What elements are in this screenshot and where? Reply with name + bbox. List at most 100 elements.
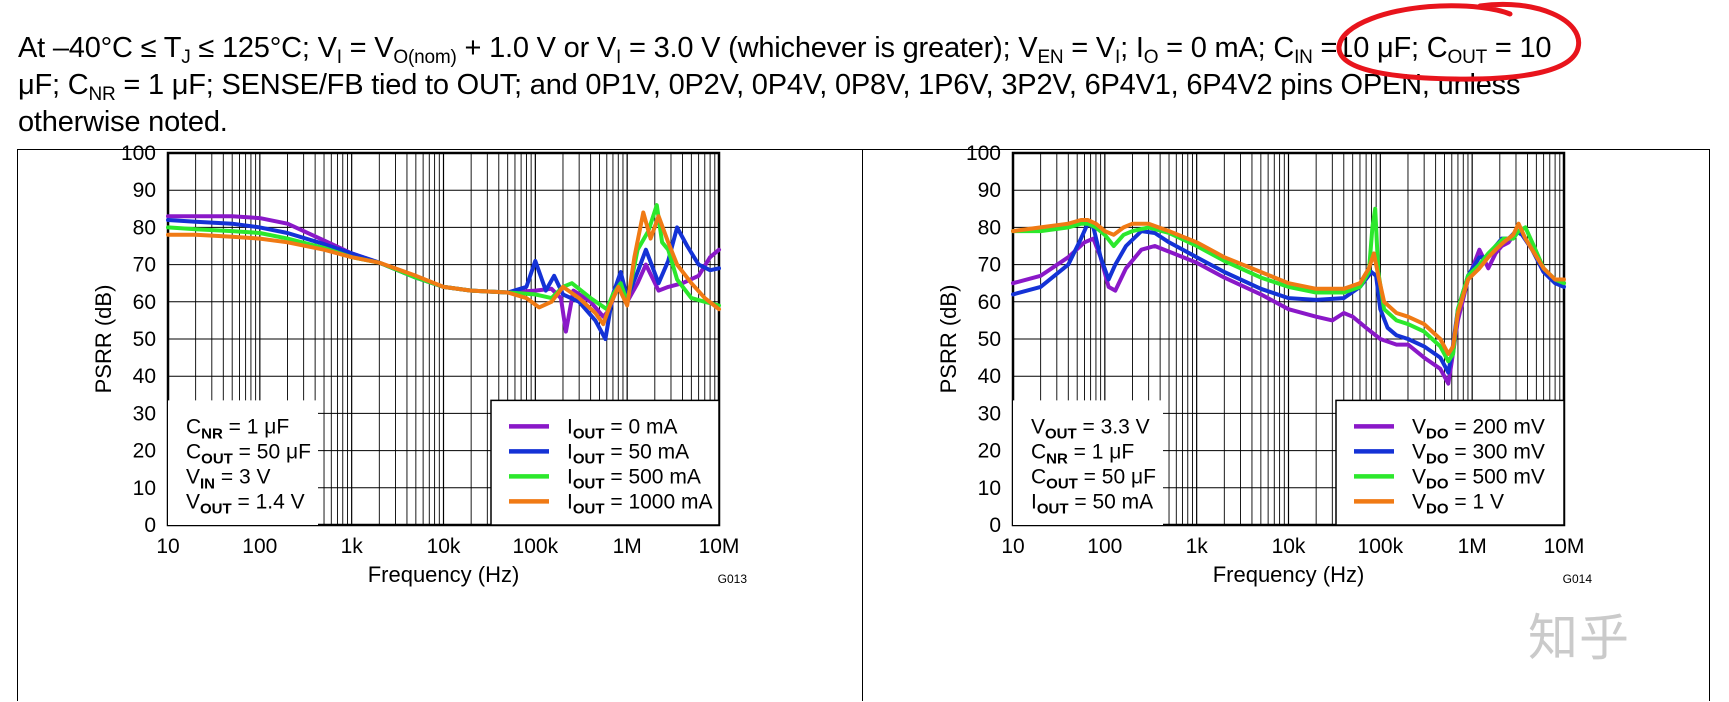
text-part: I	[1031, 490, 1037, 513]
text-part: C	[1031, 440, 1046, 463]
text-subscript: OUT	[201, 450, 233, 467]
plot-border	[166, 151, 721, 527]
figure-code: G013	[718, 572, 748, 586]
text-part: = 500 mV	[1449, 465, 1545, 488]
legend-label: VDO = 500 mV	[1412, 465, 1545, 492]
condition-label: IOUT = 50 mA	[1031, 490, 1153, 517]
text-subscript: OUT	[573, 475, 605, 492]
y-tick-label: 10	[133, 477, 156, 500]
condition-label: COUT = 50 μF	[186, 440, 311, 467]
legend-label: VDO = 200 mV	[1412, 415, 1545, 442]
y-tick-label: 0	[989, 514, 1001, 537]
x-tick-label: 10k	[1272, 535, 1306, 558]
series-line	[166, 214, 721, 334]
chart-frame-right: 0 10 20 30 40 50 60 70 80 90 100 10 100 1k 10k 100k 1M 10…	[862, 142, 1710, 701]
series-line	[166, 203, 721, 312]
x-tick-label: 100	[1087, 535, 1122, 558]
text-part: = 1 V	[1449, 490, 1504, 513]
text-part: I	[567, 440, 573, 463]
condition-label: VOUT = 3.3 V	[1031, 415, 1150, 442]
y-tick-label: 30	[978, 402, 1001, 425]
text-part: = 50 mA	[605, 440, 690, 463]
text-part: = 3.3 V	[1077, 415, 1150, 438]
x-axis-label: Frequency (Hz)	[1213, 562, 1365, 587]
text-part: V	[1412, 440, 1426, 463]
series-line	[1011, 206, 1566, 364]
condition-label: COUT = 50 μF	[1031, 465, 1156, 492]
text-subscript: IN	[200, 475, 215, 492]
series-line	[166, 218, 721, 341]
y-tick-label: 100	[121, 142, 156, 165]
y-tick-label: 70	[978, 254, 1001, 277]
x-tick-label: 1k	[1186, 535, 1209, 558]
legend-box	[490, 399, 720, 526]
conditions-background	[168, 400, 318, 525]
condition-label: VOUT = 1.4 V	[186, 490, 305, 517]
text-part: V	[1031, 415, 1045, 438]
text-subscript: NR	[201, 425, 223, 442]
text-part: = 1 μF	[223, 415, 289, 438]
x-tick-label: 1M	[613, 535, 642, 558]
text-subscript: OUT	[200, 500, 232, 517]
legend-label: IOUT = 0 mA	[567, 415, 677, 442]
series-lines	[1011, 206, 1566, 386]
text-subscript: NR	[1046, 450, 1068, 467]
text-subscript: OUT	[573, 425, 605, 442]
plot-border	[1011, 151, 1566, 527]
test-conditions-text: At –40°C ≤ TJ ≤ 125°C; VI = VO(nom) + 1.…	[18, 30, 1718, 141]
y-axis-label: PSRR (dB)	[936, 285, 961, 394]
text-part: = 1 μF	[1068, 440, 1134, 463]
series-line	[166, 210, 721, 327]
y-tick-label: 80	[978, 216, 1001, 239]
y-tick-label: 70	[133, 254, 156, 277]
text-subscript: DO	[1426, 500, 1449, 517]
text-subscript: OUT	[1037, 500, 1069, 517]
condition-label: VIN = 3 V	[186, 465, 270, 492]
x-tick-label: 1M	[1458, 535, 1487, 558]
text-part: I	[567, 415, 573, 438]
text-part: = 1000 mA	[605, 490, 713, 513]
text-subscript: OUT	[573, 500, 605, 517]
y-tick-label: 90	[978, 179, 1001, 202]
text-part: C	[186, 415, 201, 438]
text-part: = 300 mV	[1449, 440, 1545, 463]
text-part: C	[1031, 465, 1046, 488]
zhihu-watermark: 知乎	[1528, 609, 1630, 667]
legend-label: VDO = 300 mV	[1412, 440, 1545, 467]
y-axis-label: PSRR (dB)	[91, 285, 116, 394]
y-tick-label: 60	[978, 291, 1001, 314]
condition-label: CNR = 1 μF	[186, 415, 289, 442]
text-part: V	[1412, 490, 1426, 513]
y-tick-label: 20	[133, 440, 156, 463]
condition-label: CNR = 1 μF	[1031, 440, 1134, 467]
text-part: = 50 mA	[1069, 490, 1154, 513]
y-tick-label: 50	[133, 328, 156, 351]
series-lines	[166, 203, 721, 341]
x-tick-label: 1k	[341, 535, 364, 558]
y-tick-label: 20	[978, 440, 1001, 463]
text-part: V	[186, 465, 200, 488]
y-tick-label: 0	[144, 514, 156, 537]
x-tick-label: 10M	[699, 535, 740, 558]
text-part: = 500 mA	[605, 465, 701, 488]
text-part: V	[1412, 465, 1426, 488]
legend-label: IOUT = 1000 mA	[567, 490, 713, 517]
header-line-2: μF; CNR = 1 μF; SENSE/FB tied to OUT; an…	[18, 69, 1521, 105]
x-tick-label: 100k	[1358, 535, 1404, 558]
text-part: = 1.4 V	[232, 490, 305, 513]
y-tick-label: 40	[133, 365, 156, 388]
series-line	[1011, 218, 1566, 356]
header-line-1: At –40°C ≤ TJ ≤ 125°C; VI = VO(nom) + 1.…	[18, 32, 1552, 68]
text-part: I	[567, 490, 573, 513]
x-tick-label: 10k	[427, 535, 461, 558]
legend-label: IOUT = 500 mA	[567, 465, 701, 492]
y-tick-label: 100	[966, 142, 1001, 165]
text-part: = 50 μF	[233, 440, 311, 463]
header-line-3: otherwise noted.	[18, 106, 228, 138]
